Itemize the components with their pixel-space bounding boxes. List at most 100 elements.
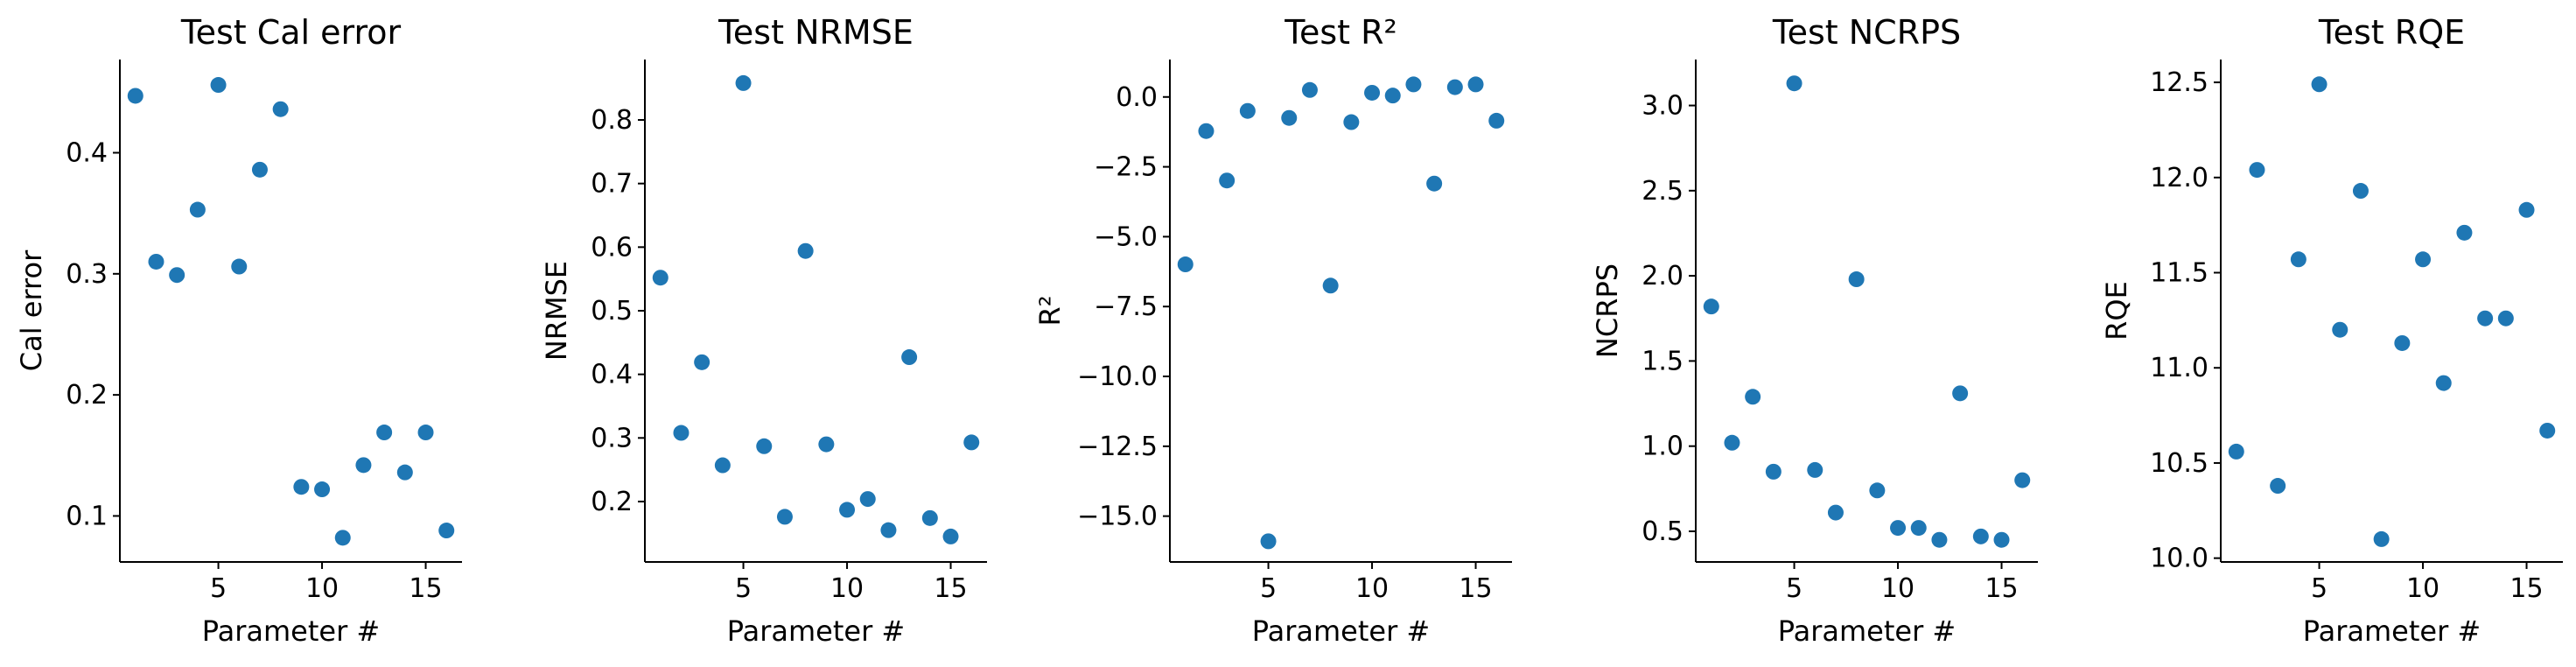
data-point <box>942 528 959 544</box>
y-tick-label: 12.5 <box>2150 67 2208 98</box>
y-tick-label: 0.4 <box>591 360 633 390</box>
subplot-2: 5 10 15 0.2 0.3 0.4 0.5 0.6 0.7 0.8 Test NRMSE Para… <box>540 13 987 648</box>
data-point <box>2311 76 2328 93</box>
y-tick-label: 1.0 <box>1642 432 1684 462</box>
x-tick-label: 15 <box>1459 573 1492 604</box>
data-point <box>2014 472 2031 488</box>
y-tick-label: 12.0 <box>2150 163 2208 193</box>
data-point <box>2394 334 2411 351</box>
data-point <box>652 270 668 286</box>
data-point <box>735 74 752 91</box>
data-point <box>1972 528 1989 544</box>
data-point <box>859 491 876 508</box>
y-tick-label: 0.0 <box>1116 82 1158 113</box>
subplot-5: 5 10 15 10.0 10.5 11.0 11.5 12.0 12.5 Test RQE Par… <box>2100 13 2563 648</box>
data-point <box>438 523 455 539</box>
data-point <box>1931 531 1948 548</box>
data-point <box>231 258 248 275</box>
chart-title: Test NRMSE <box>718 13 914 52</box>
data-point <box>673 425 690 441</box>
data-point <box>396 464 413 481</box>
y-tick-label: 11.5 <box>2150 258 2208 289</box>
y-axis-label: NCRPS <box>1591 263 1624 358</box>
data-point <box>963 434 980 451</box>
data-point <box>148 253 164 270</box>
y-tick-label: 0.5 <box>591 296 633 326</box>
data-point <box>169 267 186 284</box>
data-point <box>2497 310 2514 326</box>
y-tick-label: −5.0 <box>1094 221 1158 252</box>
y-tick-label: 0.3 <box>591 423 633 453</box>
data-point <box>1384 88 1401 104</box>
data-point <box>714 457 731 474</box>
y-axis-label: RQE <box>2100 281 2133 341</box>
data-point <box>417 425 434 441</box>
data-point <box>1993 531 2010 548</box>
data-point <box>314 481 331 498</box>
data-point <box>2228 443 2244 460</box>
data-point <box>1765 463 1782 480</box>
data-point <box>2435 375 2452 391</box>
y-tick-label: 10.5 <box>2150 448 2208 479</box>
y-tick-label: 0.5 <box>1642 516 1684 547</box>
y-axis-label: Cal error <box>15 249 48 371</box>
x-tick-label: 15 <box>2510 573 2543 604</box>
data-point <box>251 161 268 178</box>
x-tick-label: 10 <box>830 573 864 604</box>
y-tick-label: 1.5 <box>1642 346 1684 376</box>
data-point <box>1488 112 1505 129</box>
data-point <box>1405 76 1422 93</box>
subplot-4: 5 10 15 0.5 1.0 1.5 2.0 2.5 3.0 Test NCRPS Paramet… <box>1591 13 2038 648</box>
subplot-3: 5 10 15 0.0 −2.5 −5.0 −7.5 −10.0 −12.5 −15.0 Test … <box>1033 13 1512 648</box>
data-point <box>1890 520 1907 537</box>
data-point <box>776 509 793 525</box>
chart-title: Test NCRPS <box>1772 13 1961 52</box>
data-point <box>272 101 289 117</box>
y-tick-label: 0.2 <box>591 487 633 517</box>
data-point <box>2456 224 2473 241</box>
data-point <box>189 201 206 218</box>
data-point <box>1869 482 1886 499</box>
data-point <box>1910 520 1927 537</box>
x-tick-label: 10 <box>2406 573 2440 604</box>
data-point <box>1848 271 1865 288</box>
data-point <box>1239 102 1256 119</box>
y-tick-label: 10.0 <box>2150 544 2208 574</box>
y-tick-label: −15.0 <box>1077 502 1158 532</box>
chart-title: Test R² <box>1284 13 1397 52</box>
data-point <box>818 436 835 453</box>
y-tick-label: −7.5 <box>1094 291 1158 322</box>
data-point <box>1786 75 1802 92</box>
data-point <box>1703 298 1719 315</box>
y-tick-label: 2.0 <box>1642 261 1684 291</box>
data-point <box>1281 109 1298 126</box>
chart-title: Test Cal error <box>180 13 402 52</box>
x-tick-label: 15 <box>409 573 442 604</box>
data-point <box>2539 422 2556 439</box>
x-tick-label: 5 <box>1786 573 1802 604</box>
data-point <box>880 522 897 538</box>
data-point <box>2352 183 2369 200</box>
data-point <box>2477 310 2494 326</box>
x-tick-label: 5 <box>735 573 752 604</box>
data-point <box>1446 79 1463 95</box>
x-axis-label: Parameter # <box>1252 614 1430 648</box>
data-point <box>921 509 938 526</box>
subplot-1: 5 10 15 0.1 0.2 0.3 0.4 Test Cal error Parameter… <box>15 13 462 648</box>
y-tick-label: 0.7 <box>591 169 633 200</box>
data-point <box>1322 277 1339 294</box>
y-tick-label: 0.2 <box>66 380 108 411</box>
y-tick-label: 0.4 <box>66 138 108 169</box>
x-axis-label: Parameter # <box>202 614 380 648</box>
x-tick-label: 5 <box>210 573 227 604</box>
data-point <box>1952 385 1969 402</box>
x-tick-label: 5 <box>2311 573 2328 604</box>
data-point <box>694 354 710 370</box>
data-point <box>2249 162 2265 179</box>
data-point <box>1467 76 1484 93</box>
x-axis-label: Parameter # <box>2303 614 2481 648</box>
x-axis-label: Parameter # <box>727 614 905 648</box>
x-tick-label: 15 <box>934 573 967 604</box>
